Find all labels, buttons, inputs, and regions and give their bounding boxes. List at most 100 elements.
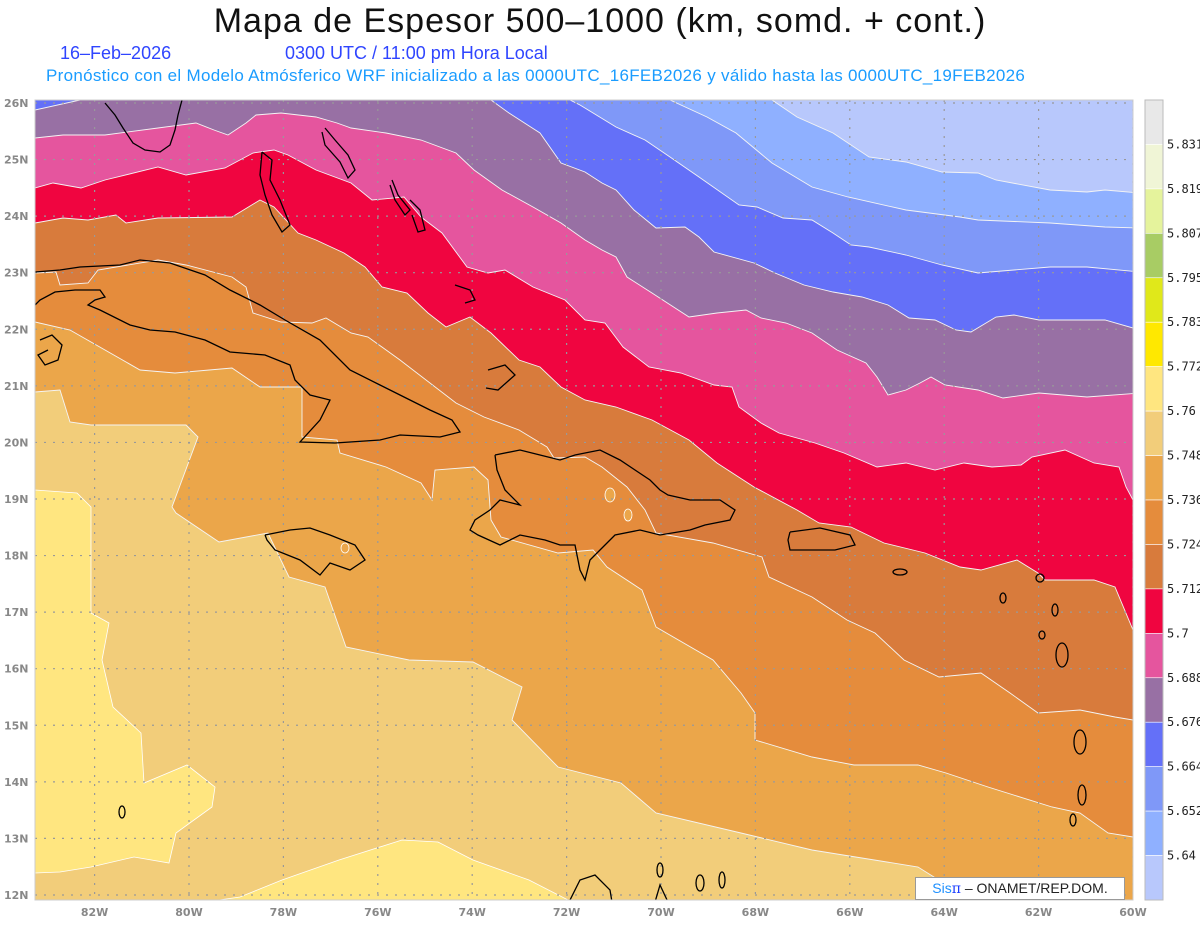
- coastline-small-island: [1038, 630, 1046, 640]
- coastline-small-island: [1069, 813, 1077, 827]
- coastlines: [35, 100, 1087, 900]
- colorbar-label: 5.688: [1167, 671, 1200, 685]
- coastline-isla-juventud: [37, 334, 63, 366]
- coastline-long-island: [389, 179, 411, 217]
- coastline-sa-coast-1: [569, 874, 613, 900]
- colorbar-label: 5.772: [1167, 360, 1200, 374]
- colorbar-label: 5.807: [1167, 226, 1200, 240]
- colorbar-label: 5.783: [1167, 315, 1200, 329]
- latitude-label: 15N: [4, 719, 29, 732]
- longitude-label: 72W: [553, 906, 580, 919]
- colorbar-label: 5.748: [1167, 449, 1200, 463]
- coastline-florida: [104, 100, 183, 153]
- coastline-small-island: [1055, 642, 1069, 668]
- latitude-label: 23N: [4, 267, 29, 280]
- colorbar-label: 5.652: [1167, 804, 1200, 818]
- colorbar-legend: 5.831 5.819 5.807 5.795 5.783 5.772 5.76 5.748 5…: [1144, 99, 1200, 901]
- colorbar-label: 5.64: [1167, 849, 1196, 863]
- longitude-label: 62W: [1025, 906, 1052, 919]
- coastline-small-island: [1051, 603, 1059, 617]
- latitude-label: 16N: [4, 663, 29, 676]
- latitude-label: 17N: [4, 606, 29, 619]
- longitude-labels: 82W 80W 78W 76W 74W 72W 70W 68W 66W 64W 62W 60W: [81, 906, 1147, 919]
- longitude-label: 78W: [270, 906, 297, 919]
- colorbar-swatch: [1144, 188, 1164, 234]
- colorbar-swatch: [1144, 321, 1164, 367]
- coastline-small-island: [1035, 573, 1045, 583]
- colorbar-swatch: [1144, 99, 1164, 145]
- latitude-label: 22N: [4, 323, 29, 336]
- credit-text: – ONAMET/REP.DOM.: [960, 880, 1108, 896]
- coastline-turks: [454, 284, 476, 304]
- colorbar-label: 5.831: [1167, 137, 1200, 151]
- latitude-label: 13N: [4, 832, 29, 845]
- colorbar-swatch: [1144, 855, 1164, 901]
- credit-box: Sisπ – ONAMET/REP.DOM.: [915, 877, 1125, 900]
- thickness-band: [35, 100, 81, 111]
- colorbar-swatch: [1144, 144, 1164, 190]
- colorbar-swatch: [1144, 544, 1164, 590]
- forecast-time: 0300 UTC / 11:00 pm Hora Local: [285, 43, 548, 63]
- colorbar-label: 5.712: [1167, 582, 1200, 596]
- latitude-label: 26N: [4, 97, 29, 110]
- coastline-puerto-rico: [787, 527, 856, 551]
- colorbar-swatch: [1144, 588, 1164, 634]
- credit-brand-sis: Sis: [932, 880, 952, 896]
- colorbar-swatch: [1144, 766, 1164, 812]
- colorbar-label: 5.724: [1167, 537, 1200, 551]
- colorbar-label: 5.7: [1167, 626, 1189, 640]
- colorbar-label: 5.819: [1167, 182, 1200, 196]
- credit-brand-pi: π: [951, 881, 961, 897]
- coastline-small-island: [999, 592, 1007, 604]
- coastline-small-island: [1077, 784, 1087, 806]
- latitude-label: 14N: [4, 776, 29, 789]
- longitude-label: 70W: [647, 906, 674, 919]
- colorbar-frame: [1144, 99, 1164, 901]
- thickness-band: [771, 100, 1133, 193]
- longitude-label: 74W: [458, 906, 485, 919]
- latitude-label: 19N: [4, 493, 29, 506]
- coastline-small-island: [1073, 729, 1087, 755]
- latitude-label: 21N: [4, 380, 29, 393]
- colorbar-label: 5.664: [1167, 760, 1200, 774]
- latitude-label: 18N: [4, 550, 29, 563]
- coastline-inagua: [485, 364, 516, 391]
- colorbar-label: 5.676: [1167, 715, 1200, 729]
- colorbar-label: 5.736: [1167, 493, 1200, 507]
- latitude-label: 24N: [4, 210, 29, 223]
- latitude-label: 12N: [4, 889, 29, 902]
- map-title: Mapa de Espesor 500–1000 (km, somd. + co…: [213, 2, 987, 40]
- colorbar-label: 5.795: [1167, 271, 1200, 285]
- forecast-info: Pronóstico con el Modelo Atmósferico WRF…: [46, 66, 1026, 85]
- longitude-label: 60W: [1119, 906, 1146, 919]
- band-5.76-5.772: [35, 489, 216, 874]
- longitude-label: 68W: [742, 906, 769, 919]
- coastline-small-island: [118, 805, 126, 819]
- forecast-date: 16–Feb–2026: [60, 43, 172, 63]
- longitude-label: 76W: [364, 906, 391, 919]
- coastline-andros: [259, 151, 291, 234]
- coastline-small-island: [656, 862, 664, 878]
- coastline-sa-coast-2: [654, 883, 668, 900]
- longitude-label: 64W: [930, 906, 957, 919]
- coastline-hispaniola: [469, 449, 736, 582]
- coastline-cuba: [35, 259, 462, 444]
- contour-island: [623, 508, 633, 522]
- contour-island: [604, 487, 616, 503]
- graticule: [35, 100, 1133, 900]
- coastline-small-island: [892, 568, 908, 576]
- coastline-jamaica: [264, 527, 366, 576]
- coastline-small-island: [718, 871, 726, 889]
- coastline-abaco: [409, 199, 426, 233]
- latitude-label: 20N: [4, 436, 29, 449]
- colorbar-swatch: [1144, 233, 1164, 279]
- thickness-bands: [35, 100, 1133, 900]
- colorbar-swatch: [1144, 810, 1164, 856]
- longitude-label: 66W: [836, 906, 863, 919]
- colorbar-swatch: [1144, 677, 1164, 723]
- latitude-labels: 26N 25N 24N 23N 22N 21N 20N 19N 18N 17N 16N 15N 14N 1…: [4, 97, 29, 902]
- longitude-label: 82W: [81, 906, 108, 919]
- map-area: [35, 100, 1133, 900]
- colorbar-label: 5.76: [1167, 404, 1196, 418]
